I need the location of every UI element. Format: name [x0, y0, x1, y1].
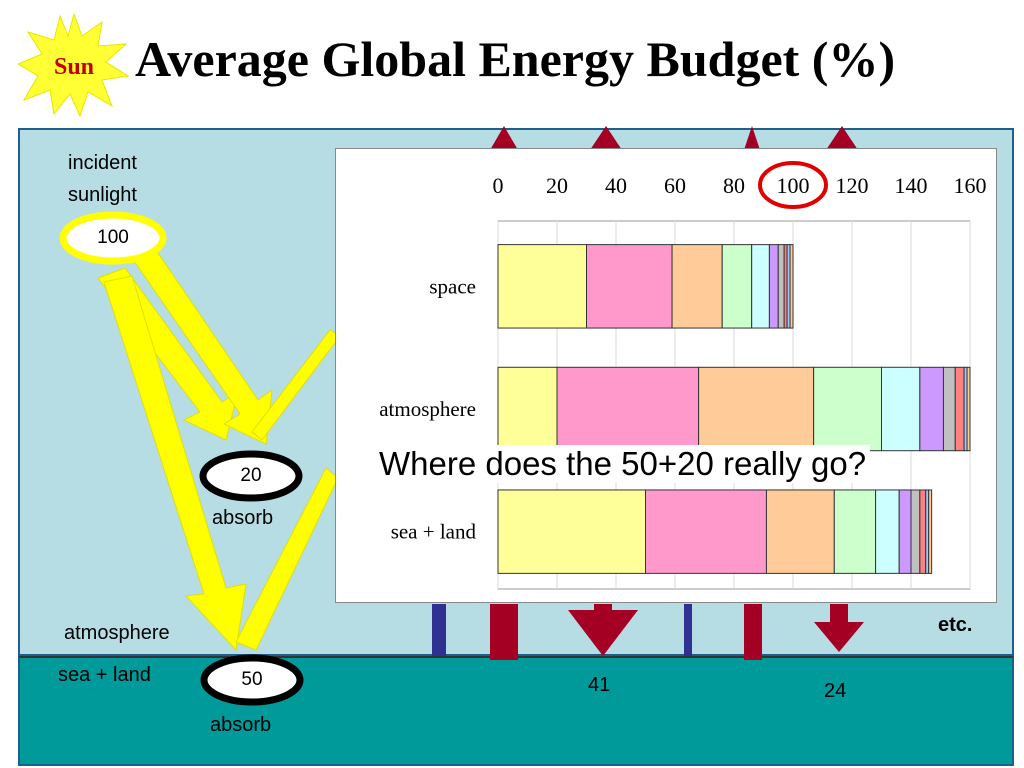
surface-absorb-label: absorb [210, 714, 272, 736]
bar-segment [751, 244, 770, 329]
flux-value-24: 24 [824, 680, 847, 702]
bar-segment [881, 366, 921, 452]
reflected-arrow-left [235, 467, 339, 651]
category-label: atmosphere [379, 397, 476, 421]
bar-segment [954, 366, 965, 452]
bar-segment [765, 489, 835, 574]
bar-segment [919, 489, 927, 574]
up-arrow-4 [826, 126, 858, 150]
sun-label: Sun [53, 54, 95, 80]
up-flux-bar-1 [490, 604, 518, 660]
atmosphere-region-label: atmosphere [64, 622, 170, 644]
x-tick-label: 60 [664, 173, 686, 198]
x-tick-label: 100 [777, 173, 810, 198]
bar-segment [919, 366, 944, 452]
bar-segment [497, 366, 558, 452]
x-tick-label: 140 [895, 173, 928, 198]
bar-segment [928, 489, 933, 574]
atmosphere-absorb-oval [199, 450, 303, 502]
x-tick-label: 20 [546, 173, 568, 198]
up-arrow-2 [590, 126, 622, 150]
bar-segment [875, 489, 900, 574]
sun-icon [18, 14, 130, 118]
bar-segment [497, 489, 646, 574]
bar-segment [777, 244, 785, 329]
bar-segment [813, 366, 882, 452]
bar-segment [497, 244, 587, 329]
x-tick-label: 160 [954, 173, 987, 198]
blue-flux-bar-2 [684, 604, 692, 656]
bar-segment [910, 489, 921, 574]
x-tick-label: 120 [836, 173, 869, 198]
bar-segment [942, 366, 956, 452]
sea-land-region-label: sea + land [58, 664, 151, 686]
bar-segment [698, 366, 815, 452]
blue-flux-bar-1 [432, 604, 446, 656]
bar-segment [721, 244, 753, 329]
down-arrow-41-stem [594, 604, 612, 612]
bar-segment [966, 366, 971, 452]
category-label: space [429, 274, 476, 298]
stacked-bar-chart: 0 20 40 60 80 100 120 140 160 space atmosphere sea … [379, 161, 987, 590]
up-flux-bar-2 [744, 604, 762, 660]
surface-absorb-oval [200, 654, 304, 706]
sea-land-region [18, 656, 1014, 766]
atmosphere-absorb-value: 20 [240, 465, 262, 486]
highlight-circle [758, 161, 828, 209]
incident-label-line2: sunlight [68, 184, 137, 206]
incident-oval [59, 211, 167, 265]
bar-segment [833, 489, 877, 574]
atmosphere-absorb-label: absorb [212, 507, 274, 529]
surface-absorb-value: 50 [241, 669, 263, 690]
bar-segment [645, 489, 767, 574]
flux-value-41: 41 [588, 674, 611, 696]
page-title: Average Global Energy Budget (%) [135, 31, 896, 87]
up-arrow-1 [490, 126, 518, 150]
down-arrow-24-stem [830, 604, 848, 624]
incident-value: 100 [97, 227, 129, 248]
category-label: sea + land [391, 520, 477, 544]
down-arrow-41 [568, 610, 638, 656]
up-arrow-3 [744, 126, 760, 150]
x-tick-label: 40 [605, 173, 627, 198]
bar-segment [586, 244, 673, 329]
reflected-arrow-upper [251, 329, 341, 441]
x-tick-label: 0 [493, 173, 504, 198]
bar-segment [556, 366, 700, 452]
incident-label-line1: incident [68, 152, 137, 174]
bar-segment [789, 244, 794, 329]
chart-panel: 0 20 40 60 80 100 120 140 160 space atmosphere sea … [335, 148, 997, 603]
sunlight-arrow-to-surface [103, 275, 247, 652]
x-tick-label: 80 [723, 173, 745, 198]
question-text: Where does the 50+20 really go? [375, 445, 871, 483]
bar-segment [898, 489, 912, 574]
down-arrow-24 [814, 622, 864, 652]
bar-segment [768, 244, 779, 329]
bar-segment [671, 244, 723, 329]
etc-label: etc. [938, 614, 973, 636]
